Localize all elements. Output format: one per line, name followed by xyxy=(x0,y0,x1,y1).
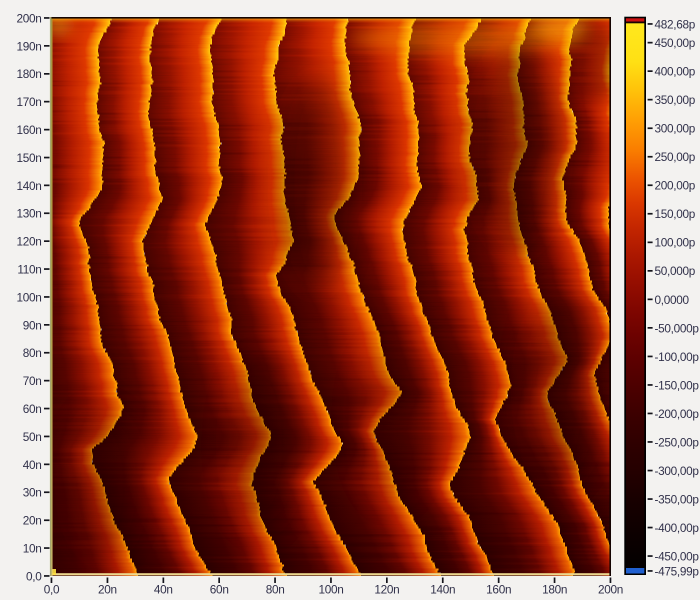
svg-text:300,00p: 300,00p xyxy=(655,122,696,136)
svg-text:0,0000: 0,0000 xyxy=(655,293,690,307)
svg-text:-400,00p: -400,00p xyxy=(655,521,700,535)
svg-text:200n: 200n xyxy=(16,11,41,25)
svg-text:50n: 50n xyxy=(23,430,42,444)
svg-text:-350,00p: -350,00p xyxy=(655,492,700,506)
svg-text:150n: 150n xyxy=(16,151,41,165)
svg-text:140n: 140n xyxy=(430,583,455,597)
svg-text:450,00p: 450,00p xyxy=(655,36,696,50)
svg-text:190n: 190n xyxy=(16,39,41,53)
svg-text:70n: 70n xyxy=(23,374,42,388)
svg-text:120n: 120n xyxy=(374,583,399,597)
svg-text:350,00p: 350,00p xyxy=(655,93,696,107)
svg-text:-250,00p: -250,00p xyxy=(655,435,700,449)
svg-text:170n: 170n xyxy=(16,95,41,109)
svg-text:180n: 180n xyxy=(16,67,41,81)
svg-text:200n: 200n xyxy=(598,583,623,597)
svg-text:110n: 110n xyxy=(17,263,41,277)
svg-text:-150,00p: -150,00p xyxy=(655,378,700,392)
svg-text:80n: 80n xyxy=(23,346,42,360)
svg-text:100n: 100n xyxy=(318,583,343,597)
svg-text:0,0: 0,0 xyxy=(44,583,60,597)
svg-text:130n: 130n xyxy=(16,207,41,221)
svg-text:50,000p: 50,000p xyxy=(655,264,696,278)
svg-text:140n: 140n xyxy=(16,179,41,193)
svg-text:40n: 40n xyxy=(23,458,42,472)
svg-text:200,00p: 200,00p xyxy=(655,179,696,193)
svg-text:120n: 120n xyxy=(16,235,41,249)
svg-text:60n: 60n xyxy=(210,583,229,597)
svg-text:-450,00p: -450,00p xyxy=(655,550,700,564)
svg-text:30n: 30n xyxy=(23,486,42,500)
svg-text:100n: 100n xyxy=(16,290,41,304)
svg-text:-50,000p: -50,000p xyxy=(655,321,700,335)
svg-text:160n: 160n xyxy=(486,583,511,597)
svg-text:400,00p: 400,00p xyxy=(655,65,696,79)
svg-text:160n: 160n xyxy=(16,123,41,137)
svg-text:180n: 180n xyxy=(542,583,567,597)
svg-text:0,0: 0,0 xyxy=(26,569,42,583)
svg-text:90n: 90n xyxy=(23,318,42,332)
svg-text:20n: 20n xyxy=(23,514,42,528)
svg-text:40n: 40n xyxy=(154,583,173,597)
svg-text:250,00p: 250,00p xyxy=(655,150,696,164)
svg-text:10n: 10n xyxy=(23,542,42,556)
svg-text:-100,00p: -100,00p xyxy=(655,350,700,364)
svg-text:-475,99p: -475,99p xyxy=(655,564,700,578)
svg-text:-300,00p: -300,00p xyxy=(655,464,700,478)
svg-text:482,68p: 482,68p xyxy=(655,17,696,31)
svg-text:100,00p: 100,00p xyxy=(655,236,696,250)
svg-text:20n: 20n xyxy=(98,583,117,597)
svg-text:150,00p: 150,00p xyxy=(655,207,696,221)
svg-text:-200,00p: -200,00p xyxy=(655,407,700,421)
svg-text:60n: 60n xyxy=(23,402,42,416)
svg-text:80n: 80n xyxy=(266,583,285,597)
